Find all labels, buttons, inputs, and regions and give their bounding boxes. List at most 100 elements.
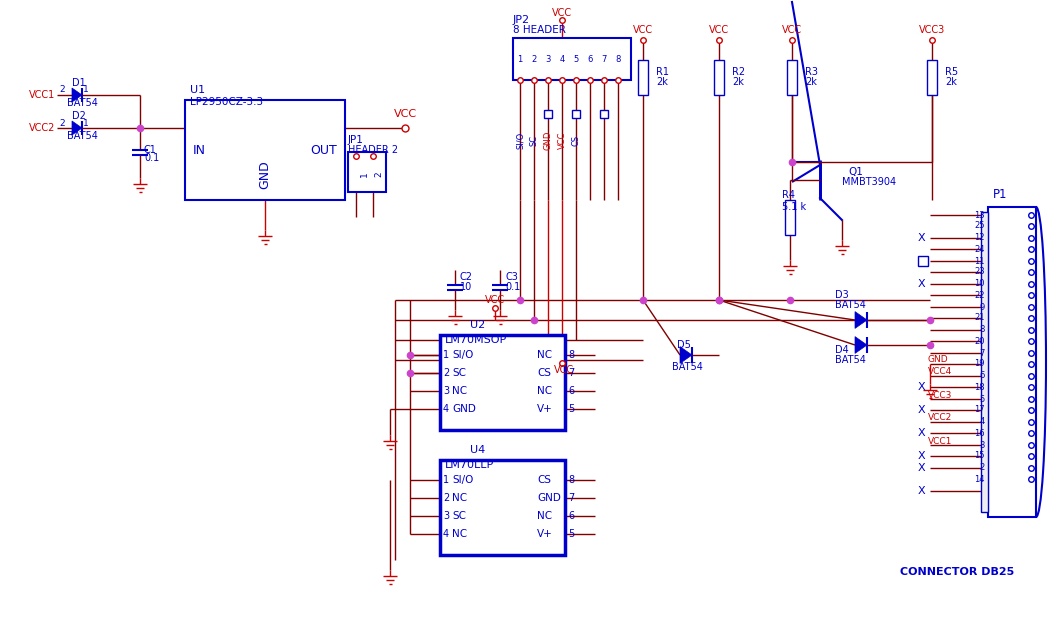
Text: 23: 23 bbox=[975, 267, 985, 277]
Text: C3: C3 bbox=[505, 272, 518, 282]
Text: 1: 1 bbox=[517, 54, 522, 63]
Polygon shape bbox=[855, 337, 867, 354]
Text: 22: 22 bbox=[975, 290, 985, 299]
Text: R4: R4 bbox=[782, 190, 795, 200]
Text: 6: 6 bbox=[568, 386, 575, 396]
Text: LM70MSOP: LM70MSOP bbox=[445, 335, 508, 345]
Text: VCC2: VCC2 bbox=[928, 414, 952, 423]
Text: 8: 8 bbox=[980, 326, 985, 334]
Text: U1: U1 bbox=[190, 85, 205, 95]
Text: VCC: VCC bbox=[554, 365, 575, 375]
Polygon shape bbox=[680, 347, 692, 364]
Text: 2k: 2k bbox=[945, 77, 957, 87]
Bar bbox=[988, 207, 1036, 517]
Text: 2: 2 bbox=[531, 54, 536, 63]
Text: C1: C1 bbox=[144, 145, 156, 155]
Text: 8: 8 bbox=[568, 475, 575, 485]
Text: OUT: OUT bbox=[310, 143, 336, 156]
Text: 4: 4 bbox=[560, 54, 565, 63]
Text: VCC2: VCC2 bbox=[29, 123, 55, 133]
Text: VCC1: VCC1 bbox=[928, 436, 952, 446]
Text: X: X bbox=[917, 405, 925, 415]
Text: 2k: 2k bbox=[732, 77, 744, 87]
Bar bbox=[714, 60, 724, 95]
Text: JP2: JP2 bbox=[513, 15, 530, 25]
Bar bbox=[572, 110, 580, 118]
Text: NC: NC bbox=[452, 529, 467, 539]
Text: VCC: VCC bbox=[782, 25, 802, 35]
Text: X: X bbox=[917, 451, 925, 461]
Text: NC: NC bbox=[537, 350, 552, 360]
Text: X: X bbox=[917, 486, 925, 496]
Text: VCC: VCC bbox=[558, 131, 566, 149]
Text: V+: V+ bbox=[537, 404, 553, 414]
Text: D2: D2 bbox=[72, 111, 86, 121]
Text: NC: NC bbox=[537, 386, 552, 396]
Text: CS: CS bbox=[571, 135, 581, 146]
Text: GND: GND bbox=[928, 356, 949, 364]
Bar bbox=[600, 110, 608, 118]
Text: 2k: 2k bbox=[656, 77, 668, 87]
Text: 3: 3 bbox=[443, 386, 449, 396]
Text: 24: 24 bbox=[975, 245, 985, 254]
Text: LM70LLP: LM70LLP bbox=[445, 460, 495, 470]
Text: 2: 2 bbox=[443, 493, 449, 503]
Bar bbox=[513, 38, 631, 80]
Bar bbox=[348, 152, 386, 192]
Text: VCC: VCC bbox=[485, 295, 505, 305]
Text: CONNECTOR DB25: CONNECTOR DB25 bbox=[900, 567, 1014, 577]
Text: 6: 6 bbox=[587, 54, 593, 63]
Text: D5: D5 bbox=[677, 340, 691, 350]
Text: 2k: 2k bbox=[805, 77, 817, 87]
Text: 7: 7 bbox=[601, 54, 606, 63]
Text: 3: 3 bbox=[546, 54, 551, 63]
Text: 2: 2 bbox=[375, 171, 383, 177]
Text: 5: 5 bbox=[568, 404, 575, 414]
Text: 1: 1 bbox=[83, 118, 88, 128]
Bar bbox=[787, 60, 797, 95]
Text: VCC4: VCC4 bbox=[928, 367, 952, 376]
Text: BAT54: BAT54 bbox=[672, 362, 703, 372]
Text: NC: NC bbox=[537, 511, 552, 521]
Text: 4: 4 bbox=[443, 529, 449, 539]
Text: SI/O: SI/O bbox=[452, 475, 473, 485]
Text: SC: SC bbox=[452, 511, 466, 521]
Text: GND: GND bbox=[452, 404, 476, 414]
Text: 8 HEADER: 8 HEADER bbox=[513, 25, 566, 35]
Text: 12: 12 bbox=[975, 233, 985, 242]
Bar bbox=[927, 60, 937, 95]
Text: 7: 7 bbox=[568, 368, 575, 378]
Text: 8: 8 bbox=[568, 350, 575, 360]
Text: IN: IN bbox=[193, 143, 206, 156]
Text: SC: SC bbox=[452, 368, 466, 378]
Text: SI/O: SI/O bbox=[515, 131, 525, 148]
Text: X: X bbox=[917, 428, 925, 438]
Bar bbox=[440, 335, 565, 430]
Text: BAT54: BAT54 bbox=[67, 131, 98, 141]
Polygon shape bbox=[855, 312, 867, 329]
Text: R5: R5 bbox=[945, 67, 958, 77]
Text: 8: 8 bbox=[615, 54, 620, 63]
Text: 18: 18 bbox=[975, 382, 985, 391]
Text: 7: 7 bbox=[568, 493, 575, 503]
Text: 5.1 k: 5.1 k bbox=[782, 202, 807, 212]
Text: 1: 1 bbox=[443, 350, 449, 360]
Bar bbox=[185, 100, 345, 200]
Text: V+: V+ bbox=[537, 529, 553, 539]
Text: 2: 2 bbox=[443, 368, 449, 378]
Text: VCC: VCC bbox=[552, 8, 572, 18]
Text: 0.1: 0.1 bbox=[144, 153, 160, 163]
Text: R1: R1 bbox=[656, 67, 669, 77]
Text: SC: SC bbox=[530, 135, 538, 146]
Text: BAT54: BAT54 bbox=[835, 355, 866, 365]
Text: U4: U4 bbox=[470, 445, 485, 455]
Text: X: X bbox=[917, 279, 925, 289]
Text: D1: D1 bbox=[72, 78, 86, 88]
Text: CS: CS bbox=[537, 475, 551, 485]
Text: 9: 9 bbox=[980, 302, 985, 312]
Text: 11: 11 bbox=[975, 257, 985, 265]
Text: 15: 15 bbox=[975, 451, 985, 461]
Text: LP2950CZ-3.3: LP2950CZ-3.3 bbox=[190, 97, 263, 107]
Text: 1: 1 bbox=[443, 475, 449, 485]
Text: 10: 10 bbox=[460, 282, 472, 292]
